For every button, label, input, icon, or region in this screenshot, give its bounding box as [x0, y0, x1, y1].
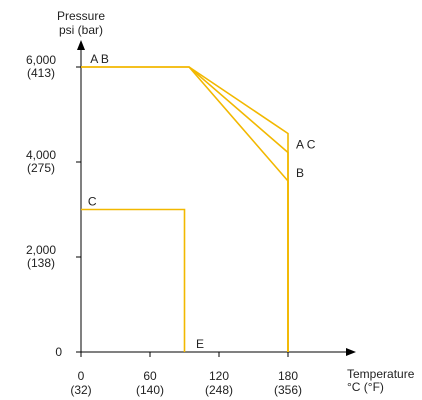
series-layer: [81, 66, 289, 352]
annotation-label-0: A B: [90, 52, 109, 66]
y-axis-arrow: [77, 40, 85, 50]
x-axis-arrow: [346, 348, 356, 356]
y-tick-sublabel-2: (275): [27, 161, 55, 175]
y-tick-sublabel-3: (413): [27, 66, 55, 80]
x-tick-label-1: 60: [143, 369, 157, 383]
x-tick-sublabel-3: (356): [274, 383, 302, 397]
x-tick-label-0: 0: [78, 369, 85, 383]
annotation-label-4: E: [196, 337, 204, 351]
series-line-2: [188, 66, 289, 352]
x-tick-label-2: 120: [209, 369, 229, 383]
x-axis-title-line1: Temperature: [347, 367, 415, 381]
y-tick-label-2: 4,000: [26, 148, 56, 162]
annotation-label-3: C: [88, 195, 97, 209]
series-line-3: [81, 208, 186, 352]
ticks-layer: 0(32)60(140)120(248)180(356)02,000(138)4…: [26, 53, 302, 397]
y-axis-title-line1: Pressure: [57, 9, 105, 23]
x-axis-title-line2: °C (°F): [347, 380, 384, 394]
annotation-label-2: B: [296, 166, 304, 180]
x-tick-sublabel-1: (140): [136, 383, 164, 397]
y-axis-title-line2: psi (bar): [59, 23, 103, 37]
x-tick-sublabel-2: (248): [205, 383, 233, 397]
x-tick-label-3: 180: [278, 369, 298, 383]
y-tick-label-3: 6,000: [26, 53, 56, 67]
y-tick-label-0: 0: [55, 345, 62, 359]
x-tick-sublabel-0: (32): [70, 383, 91, 397]
annotations-layer: A B A C B C E: [88, 52, 316, 351]
annotation-label-1: A C: [296, 138, 316, 152]
y-tick-sublabel-1: (138): [27, 256, 55, 270]
y-tick-label-1: 2,000: [26, 243, 56, 257]
